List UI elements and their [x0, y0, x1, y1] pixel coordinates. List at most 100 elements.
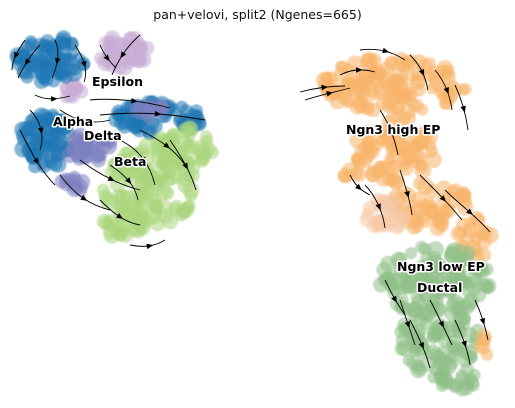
cell-point	[346, 55, 364, 73]
cell-point	[152, 146, 165, 159]
cell-point	[376, 262, 392, 278]
cell-point	[452, 308, 468, 324]
streamline-arrowhead	[107, 175, 115, 182]
cell-point	[432, 260, 447, 275]
cell-point	[466, 378, 480, 392]
label-ductal: Ductal	[417, 280, 462, 295]
label-ngn3-low-ep: Ngn3 low EP	[397, 259, 485, 274]
cell-point	[361, 124, 376, 140]
cell-point	[444, 247, 461, 264]
streamline-arrowhead	[163, 142, 170, 149]
streamline-arrowhead	[438, 320, 444, 328]
streamline-arrowhead	[439, 195, 447, 202]
cell-point	[430, 322, 447, 340]
streamline-arrowhead	[146, 243, 154, 250]
cell-point	[480, 262, 494, 276]
cell-point	[399, 270, 413, 284]
streamline-arrowhead	[461, 340, 467, 348]
cell-point	[420, 126, 435, 140]
streamline	[169, 139, 197, 191]
cell-point	[154, 98, 168, 112]
cell-point	[475, 328, 492, 346]
cell-point	[383, 206, 398, 221]
cell-point	[184, 189, 198, 202]
cell-points	[9, 30, 499, 397]
streamline-arrowhead	[81, 60, 87, 68]
cell-point	[385, 273, 403, 291]
cell-point	[410, 361, 427, 379]
cell-point	[323, 88, 338, 103]
streamline-arrowhead	[182, 162, 188, 170]
cell-point	[45, 43, 60, 59]
cell-point	[69, 82, 83, 97]
cell-point	[154, 173, 168, 187]
streamline	[364, 184, 386, 229]
cell-point	[388, 172, 405, 189]
streamline	[409, 319, 431, 369]
streamline-arrowhead	[50, 96, 58, 102]
streamline-arrowhead	[154, 110, 162, 117]
cell-point	[475, 247, 492, 263]
cell-point	[361, 51, 378, 69]
cell-point	[422, 57, 436, 71]
streamline-arrowhead	[375, 203, 381, 211]
label-beta: Beta	[114, 154, 146, 169]
cell-point	[39, 141, 55, 158]
streamline-arrowhead	[120, 51, 127, 59]
streamline	[51, 39, 59, 79]
cell-point	[14, 121, 31, 138]
cell-point	[384, 57, 399, 71]
streamline	[444, 189, 491, 233]
cell-point	[17, 45, 30, 59]
streamline-arrowhead	[37, 127, 44, 135]
streamline-arrowhead	[116, 213, 124, 219]
cell-point	[29, 133, 43, 147]
cell-point	[412, 176, 427, 191]
cell-point	[426, 204, 443, 221]
cell-point	[362, 200, 378, 216]
cell-point	[349, 165, 367, 183]
cell-point	[414, 162, 432, 179]
cell-point	[442, 284, 458, 299]
cell-point	[401, 86, 418, 103]
cell-point	[46, 73, 61, 88]
cell-point	[359, 212, 374, 227]
cell-point	[110, 36, 127, 54]
cell-point	[59, 172, 72, 185]
cell-point	[26, 112, 42, 127]
cell-point	[454, 342, 468, 355]
cell-point	[393, 252, 408, 266]
streamline-arrowhead	[382, 47, 390, 54]
cell-point	[371, 166, 385, 179]
streamline	[59, 109, 111, 123]
cell-point	[424, 299, 439, 314]
cell-point	[362, 136, 375, 149]
cell-point	[195, 153, 209, 166]
cell-point	[456, 186, 471, 202]
cell-point	[103, 214, 119, 230]
cell-point	[173, 111, 187, 125]
cell-point	[415, 271, 428, 284]
cell-point	[428, 74, 446, 92]
cell-point	[350, 152, 366, 167]
cell-point	[111, 104, 127, 121]
cell-point	[395, 209, 412, 226]
streamline-arrowhead	[83, 118, 90, 124]
cell-point	[28, 58, 45, 74]
streamline-arrowhead	[80, 194, 88, 201]
streamline-arrowhead	[125, 177, 132, 185]
cell-point	[448, 378, 464, 394]
cell-point	[425, 151, 442, 169]
cell-point	[141, 175, 155, 189]
streamline-arrowhead	[321, 84, 329, 91]
cell-point	[443, 320, 461, 338]
cell-point	[37, 159, 51, 174]
cell-point	[134, 144, 150, 160]
streamline-arrowhead	[404, 321, 411, 329]
cell-point	[139, 40, 155, 56]
cell-point	[181, 201, 195, 215]
streamline	[34, 94, 71, 100]
streamline-arrowhead	[418, 341, 424, 350]
